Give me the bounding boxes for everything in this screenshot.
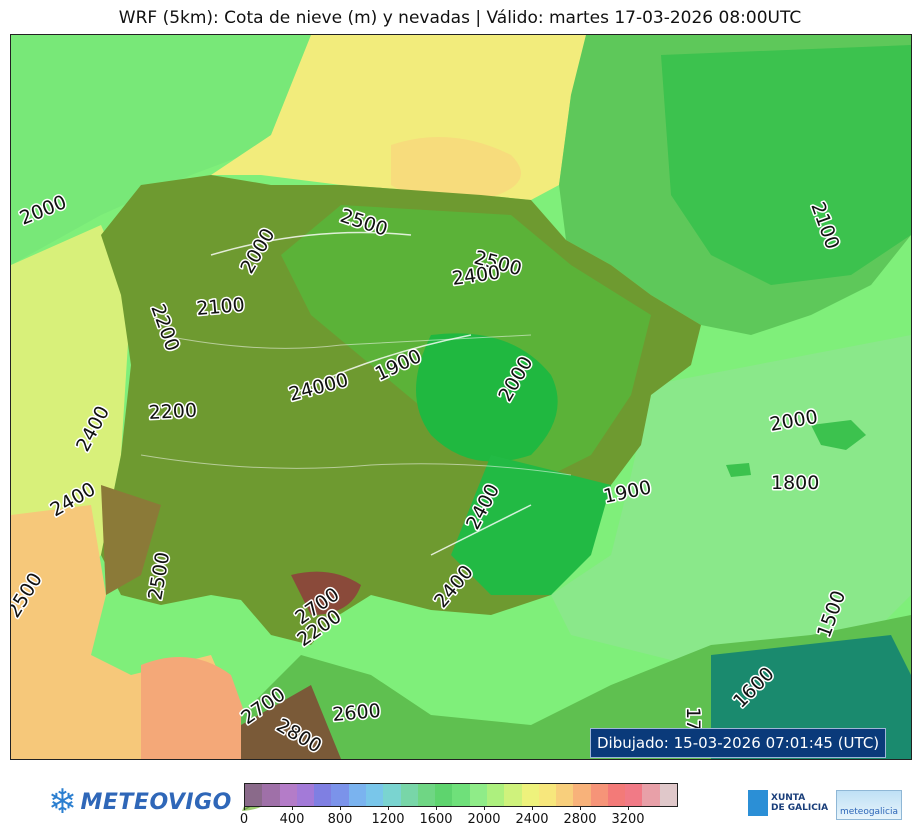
colorbar-tick-label: 1200: [371, 812, 405, 827]
colorbar-swatch: [452, 784, 470, 806]
portugal-south-patch: [101, 485, 161, 595]
colorbar-swatch: [314, 784, 332, 806]
iberia-central-green: [416, 333, 558, 462]
france-green-patch: [661, 45, 911, 285]
colorbar-tick-label: 0: [239, 812, 249, 827]
meteovigo-wordmark: METEOVIGO: [80, 789, 232, 815]
xunta-logo: XUNTA DE GALICIA: [748, 790, 828, 816]
contour-label: 1800: [771, 472, 819, 494]
contour-line: [210, 231, 412, 256]
colorbar-tick-label: 1600: [419, 812, 453, 827]
mediterranean-area: [551, 335, 911, 675]
colorbar-swatch: [469, 784, 487, 806]
colorbar-tick: [532, 806, 533, 810]
colorbar-swatch: [573, 784, 591, 806]
colorbar-tick-label: 400: [279, 812, 305, 827]
contour-label: 2100: [196, 294, 246, 320]
colorbar-tick-label: 2800: [563, 812, 597, 827]
colorbar-swatch: [435, 784, 453, 806]
colorbar-tick: [292, 806, 293, 810]
colorbar-swatch: [348, 784, 366, 806]
colorbar-tick: [580, 806, 581, 810]
colorbar-swatch: [383, 784, 401, 806]
colorbar-swatch: [642, 784, 660, 806]
colorbar-swatch: [296, 784, 315, 806]
contour-line: [290, 334, 472, 396]
biscay-orange-patch: [391, 137, 521, 203]
footer: ❄ METEOVIGO 0 400 800 1200 1600 2000 2400 2800 3…: [0, 770, 920, 838]
colorbar-tick: [340, 806, 341, 810]
map-canvas: 2000 2500 2000 2500 2400 2100 2100 2200 …: [11, 35, 911, 759]
colorbar-swatch: [262, 784, 280, 806]
colorbar-tick-label: 800: [327, 812, 353, 827]
colorbar-swatch: [365, 784, 384, 806]
colorbar-tick: [244, 806, 245, 810]
colorbar-tick: [484, 806, 485, 810]
morocco-rif-patch: [241, 685, 341, 759]
colorbar-swatch: [417, 784, 436, 806]
map-title: WRF (5km): Cota de nieve (m) y nevadas |…: [118, 8, 802, 28]
colorbar-swatch: [556, 784, 574, 806]
colorbar-swatch: [607, 784, 626, 806]
mallorca: [811, 420, 866, 450]
meteovigo-logo: ❄ METEOVIGO: [48, 782, 276, 822]
xunta-flag-icon: [748, 790, 768, 816]
colorbar-tick-label: 2000: [467, 812, 501, 827]
timestamp-badge: Dibujado: 15-03-2026 07:01:45 (UTC): [590, 728, 887, 758]
colorbar-swatch: [331, 784, 349, 806]
contour-label: 2600: [332, 700, 382, 726]
snow-level-map: 2000 2500 2000 2500 2400 2100 2100 2200 …: [10, 34, 912, 760]
colorbar-swatch: [504, 784, 522, 806]
snowflake-icon: ❄: [48, 782, 77, 822]
colorbar-swatch: [486, 784, 505, 806]
contour-line: [430, 504, 532, 556]
colorbar-tick-label: 3200: [611, 812, 645, 827]
iberia-southeast-green: [451, 455, 611, 595]
contour-label: 2200: [148, 399, 197, 424]
colorbar-tick: [436, 806, 437, 810]
colorbar-swatch: [279, 784, 297, 806]
colorbar-swatch: [590, 784, 608, 806]
colorbar: [244, 783, 678, 807]
colorbar-ticks: 0 400 800 1200 1600 2000 2400 2800 3200: [240, 806, 676, 836]
contour-line: [160, 334, 532, 349]
colorbar-swatch: [521, 784, 539, 806]
xunta-line1: XUNTA: [771, 793, 806, 803]
colorbar-tick-label: 2400: [515, 812, 549, 827]
colorbar-swatch: [245, 784, 263, 806]
xunta-line2: DE GALICIA: [771, 803, 829, 813]
contour-line: [140, 454, 572, 476]
colorbar-tick: [388, 806, 389, 810]
colorbar-swatch: [400, 784, 418, 806]
atlantic-north-area: [11, 35, 341, 265]
colorbar-swatch: [538, 784, 557, 806]
ibiza: [726, 463, 751, 477]
colorbar-swatch: [659, 784, 678, 806]
meteogalicia-logo: meteogalicia: [836, 790, 902, 820]
colorbar-swatch: [625, 784, 643, 806]
colorbar-tick: [628, 806, 629, 810]
atlantic-south-orange: [141, 657, 261, 759]
sierra-nevada-patch: [291, 571, 361, 615]
